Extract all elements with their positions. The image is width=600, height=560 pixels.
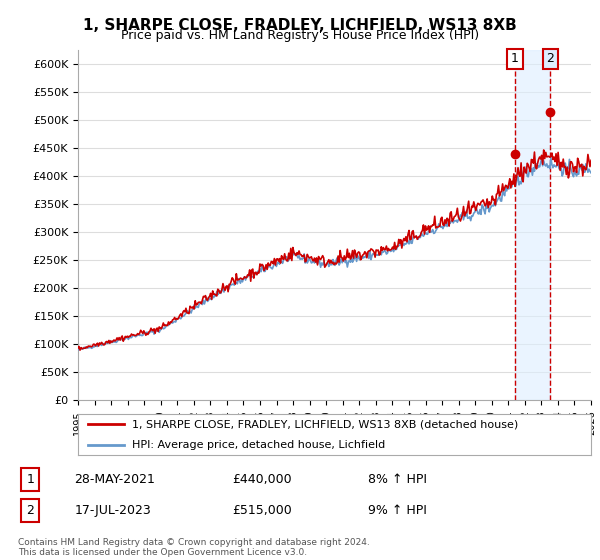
Text: Price paid vs. HM Land Registry's House Price Index (HPI): Price paid vs. HM Land Registry's House … — [121, 29, 479, 42]
Text: £440,000: £440,000 — [232, 473, 292, 486]
Text: 8% ↑ HPI: 8% ↑ HPI — [368, 473, 427, 486]
Text: £515,000: £515,000 — [232, 504, 292, 517]
Text: 1: 1 — [26, 473, 34, 486]
Text: 1: 1 — [511, 52, 519, 66]
Bar — [515, 50, 550, 400]
Text: Contains HM Land Registry data © Crown copyright and database right 2024.
This d: Contains HM Land Registry data © Crown c… — [18, 538, 370, 557]
Text: 1, SHARPE CLOSE, FRADLEY, LICHFIELD, WS13 8XB: 1, SHARPE CLOSE, FRADLEY, LICHFIELD, WS1… — [83, 18, 517, 33]
Text: 28-MAY-2021: 28-MAY-2021 — [74, 473, 155, 486]
Text: 1, SHARPE CLOSE, FRADLEY, LICHFIELD, WS13 8XB (detached house): 1, SHARPE CLOSE, FRADLEY, LICHFIELD, WS1… — [132, 419, 518, 430]
Text: 17-JUL-2023: 17-JUL-2023 — [74, 504, 151, 517]
Text: HPI: Average price, detached house, Lichfield: HPI: Average price, detached house, Lich… — [132, 440, 385, 450]
Text: 9% ↑ HPI: 9% ↑ HPI — [368, 504, 427, 517]
Text: 2: 2 — [26, 504, 34, 517]
Text: 2: 2 — [547, 52, 554, 66]
